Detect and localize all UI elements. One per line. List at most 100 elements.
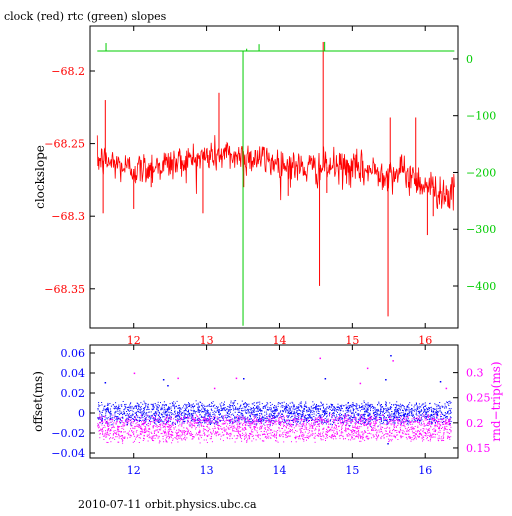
- offset-point: [129, 404, 131, 406]
- rndtrip-point: [447, 437, 448, 439]
- offset-point: [383, 409, 384, 411]
- offset-point: [383, 417, 385, 418]
- offset-point: [249, 414, 251, 416]
- rndtrip-point: [436, 433, 438, 435]
- offset-point: [309, 415, 311, 417]
- rndtrip-point: [437, 421, 439, 423]
- offset-point: [400, 405, 402, 407]
- rndtrip-point: [379, 424, 381, 426]
- rndtrip-point: [107, 428, 109, 430]
- rndtrip-point: [315, 421, 317, 423]
- rndtrip-point: [335, 436, 336, 438]
- offset-point: [128, 410, 130, 412]
- rndtrip-point: [223, 427, 225, 429]
- offset-point: [381, 417, 382, 419]
- offset-point: [419, 414, 421, 416]
- rndtrip-point: [170, 416, 172, 418]
- rndtrip-point: [233, 421, 235, 423]
- offset-point: [295, 407, 297, 409]
- rndtrip-point: [192, 438, 194, 440]
- offset-point: [433, 408, 435, 410]
- rndtrip-point: [386, 436, 388, 438]
- offset-point: [377, 414, 379, 416]
- offset-point: [323, 414, 325, 416]
- rndtrip-point: [117, 429, 119, 431]
- rndtrip-point: [349, 434, 351, 436]
- offset-point: [434, 417, 436, 419]
- offset-point: [119, 408, 121, 410]
- offset-point: [191, 410, 193, 412]
- rndtrip-point: [327, 430, 329, 432]
- offset-point: [167, 409, 169, 411]
- offset-point: [425, 404, 427, 406]
- rndtrip-point: [388, 441, 390, 443]
- offset-point: [351, 412, 353, 414]
- offset-point: [225, 408, 227, 410]
- offset-point: [316, 411, 318, 413]
- offset-point: [363, 405, 365, 407]
- rndtrip-point: [136, 430, 138, 431]
- offset-point: [109, 413, 111, 415]
- offset-point: [326, 420, 328, 421]
- rndtrip-point: [446, 431, 448, 433]
- rndtrip-point: [343, 421, 345, 423]
- offset-point: [275, 416, 277, 418]
- offset-point: [187, 411, 189, 413]
- offset-point: [411, 411, 413, 413]
- offset-point: [132, 414, 134, 416]
- offset-point: [340, 407, 342, 409]
- offset-point: [378, 410, 380, 412]
- offset-point: [255, 420, 257, 422]
- offset-point: [109, 418, 111, 420]
- offset-point: [418, 413, 420, 415]
- offset-point: [170, 408, 172, 410]
- rndtrip-point: [160, 424, 161, 426]
- rndtrip-point: [102, 432, 103, 434]
- offset-point: [407, 406, 409, 408]
- offset-point: [217, 406, 219, 408]
- offset-point: [266, 409, 268, 411]
- rndtrip-point: [118, 441, 120, 443]
- rndtrip-point: [442, 438, 444, 439]
- rndtrip-point: [111, 427, 113, 429]
- rndtrip-point: [406, 431, 408, 433]
- offset-point: [114, 413, 116, 415]
- offset-point: [361, 420, 363, 422]
- offset-point: [443, 415, 445, 416]
- rndtrip-point: [374, 420, 376, 422]
- offset-point: [158, 416, 160, 417]
- rndtrip-point: [154, 437, 156, 439]
- offset-point: [124, 404, 126, 405]
- rndtrip-point: [336, 432, 338, 434]
- rndtrip-point: [256, 432, 258, 434]
- offset-point: [198, 409, 200, 411]
- offset-point: [297, 406, 299, 408]
- offset-point: [101, 415, 103, 417]
- offset-xtick-label: 12: [127, 464, 141, 477]
- rndtrip-point: [199, 431, 201, 433]
- offset-point: [244, 416, 246, 418]
- offset-point: [414, 404, 416, 406]
- rndtrip-point: [110, 429, 112, 430]
- offset-point: [277, 403, 279, 405]
- chart-title: clock (red) rtc (green) slopes: [4, 10, 167, 23]
- rndtrip-point: [370, 416, 372, 418]
- rndtrip-point: [314, 429, 316, 431]
- offset-point: [106, 409, 108, 411]
- slopes-y2tick-label: −100: [466, 110, 496, 123]
- rndtrip-point: [422, 430, 424, 432]
- rndtrip-point: [121, 420, 123, 422]
- offset-point: [313, 411, 315, 413]
- rndtrip-point: [190, 432, 192, 434]
- offset-point: [238, 409, 240, 411]
- offset-point: [158, 407, 160, 409]
- rndtrip-point: [143, 420, 145, 422]
- rndtrip-point: [252, 435, 254, 437]
- rndtrip-point: [302, 432, 304, 434]
- offset-point: [408, 414, 410, 416]
- offset-point: [333, 419, 335, 421]
- rndtrip-point: [190, 420, 192, 422]
- rndtrip-point: [149, 423, 151, 425]
- offset-point: [153, 406, 155, 408]
- offset-point: [318, 419, 320, 421]
